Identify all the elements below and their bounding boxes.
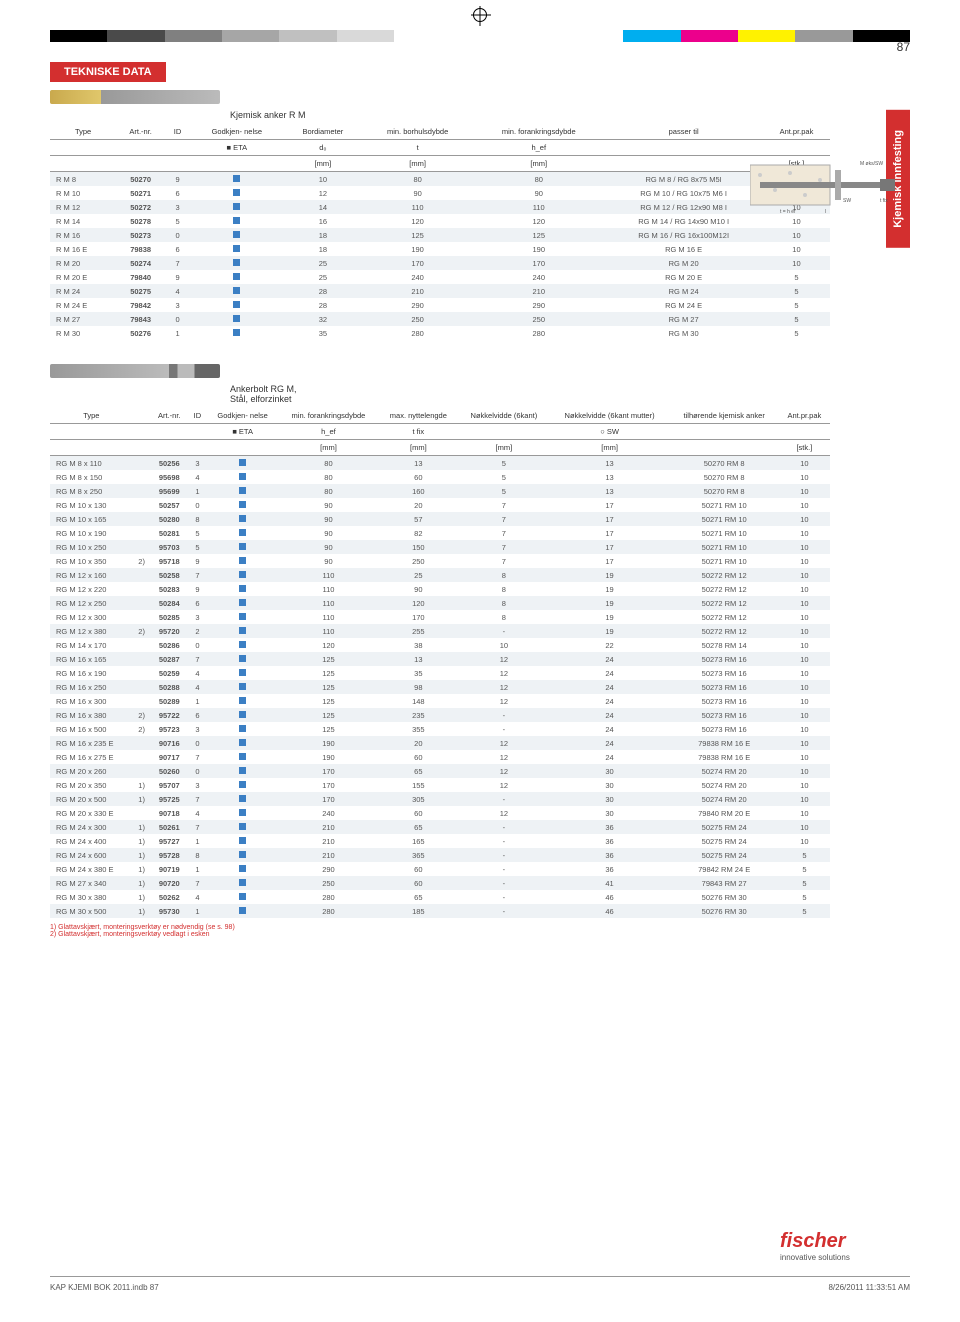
- table-row: RG M 24 x 380 E1)90719129060-3679842 RM …: [50, 862, 830, 876]
- table-row: R M 10502716129090RG M 10 / RG 10x75 M6 …: [50, 186, 830, 200]
- svg-text:l: l: [825, 209, 826, 215]
- page-number: 87: [897, 40, 910, 54]
- table-row: RG M 16 x 16550287712513122450273 RM 161…: [50, 652, 830, 666]
- registration-mark: [473, 8, 487, 22]
- table-row: RG M 16 x 275 E90717719060122479838 RM 1…: [50, 750, 830, 764]
- table-row: RG M 30 x 3801)50262428065-4650276 RM 30…: [50, 890, 830, 904]
- table1-units-row: [mm][mm][mm][stk.]: [50, 156, 830, 172]
- table2-header-row: TypeArt.-nr.IDGodkjen- nelsemin. forankr…: [50, 408, 830, 424]
- table-row: R M 1650273018125125RG M 16 / RG 16x100M…: [50, 228, 830, 242]
- table-row: RG M 8 x 2509569918016051350270 RM 810: [50, 484, 830, 498]
- table-row: R M 2779843032250250RG M 275: [50, 312, 830, 326]
- table-row: R M 1250272314110110RG M 12 / RG 12x90 M…: [50, 200, 830, 214]
- table-row: RG M 16 x 25050288412598122450273 RM 161…: [50, 680, 830, 694]
- table-row: R M 1450278516120120RG M 14 / RG 14x90 M…: [50, 214, 830, 228]
- table-row: RG M 16 x 19050259412535122450273 RM 161…: [50, 666, 830, 680]
- table-row: RG M 16 x 235 E90716019020122479838 RM 1…: [50, 736, 830, 750]
- table-row: R M 16 E79838618190190RG M 16 E10: [50, 242, 830, 256]
- table-row: RG M 12 x 30050285311017081950272 RM 121…: [50, 610, 830, 624]
- table-2: Ankerbolt RG M, Stål, elforzinket TypeAr…: [50, 364, 910, 938]
- table1-subtitle: Kjemisk anker R M: [230, 110, 910, 120]
- table-row: RG M 16 x 3802)957226125235-2450273 RM 1…: [50, 708, 830, 722]
- table-row: R M 2050274725170170RG M 2010: [50, 256, 830, 270]
- table-row: R M 24 E79842328290290RG M 24 E5: [50, 298, 830, 312]
- table-row: RG M 24 x 4001)957271210165-3650275 RM 2…: [50, 834, 830, 848]
- table-row: RG M 30 x 5001)957301280185-4650276 RM 3…: [50, 904, 830, 918]
- table-row: RG M 14 x 17050286012038102250278 RM 141…: [50, 638, 830, 652]
- table-row: R M 2450275428210210RG M 245: [50, 284, 830, 298]
- table-row: RG M 10 x 3502)9571899025071750271 RM 10…: [50, 554, 830, 568]
- svg-text:SW: SW: [843, 198, 851, 204]
- anchor-diagram: M øks/SW t fix l t = h ef SW: [750, 155, 900, 215]
- table-row: RG M 16 x 300502891125148122450273 RM 16…: [50, 694, 830, 708]
- table-row: RG M 10 x 130502570902071750271 RM 1010: [50, 498, 830, 512]
- table-row: RG M 10 x 2509570359015071750271 RM 1010: [50, 540, 830, 554]
- table-row: RG M 20 x 26050260017065123050274 RM 201…: [50, 764, 830, 778]
- table-row: RG M 12 x 2205028391109081950272 RM 1210: [50, 582, 830, 596]
- footnotes: 1) Glattavskjært, monteringsverktøy er n…: [50, 924, 910, 938]
- table-row: RG M 20 x 330 E90718424060123079840 RM 2…: [50, 806, 830, 820]
- table-row: R M 20 E79840925240240RG M 20 E5: [50, 270, 830, 284]
- product-image-2: [50, 364, 220, 378]
- table-row: RG M 20 x 5001)957257170305-3050274 RM 2…: [50, 792, 830, 806]
- table-row: RG M 8 x 110502563801351350270 RM 810: [50, 456, 830, 471]
- table2-sub-row: ■ ETAh_eft fix○ SW: [50, 424, 830, 440]
- table1-sub-row: ■ ETAd₀th_ef: [50, 140, 830, 156]
- table1-header-row: TypeArt.-nr.IDGodkjen- nelseBordiameterm…: [50, 124, 830, 140]
- product-image-1: [50, 90, 220, 104]
- table-row: RG M 27 x 3401)90720725060-4179843 RM 27…: [50, 876, 830, 890]
- svg-text:t fix: t fix: [880, 198, 888, 204]
- table-row: R M 8502709108080RG M 8 / RG 8x75 M5I10: [50, 172, 830, 187]
- brand-logo: fischer innovative solutions: [780, 1230, 910, 1262]
- table-row: RG M 24 x 3001)50261721065-3650275 RM 24…: [50, 820, 830, 834]
- section-title: TEKNISKE DATA: [50, 62, 166, 82]
- svg-text:M øks/SW: M øks/SW: [860, 161, 883, 167]
- table2-units-row: [mm][mm][mm][mm][stk.]: [50, 440, 830, 456]
- table-row: RG M 16 x 5002)957233125355-2450273 RM 1…: [50, 722, 830, 736]
- table2-subtitle: Ankerbolt RG M, Stål, elforzinket: [230, 384, 910, 404]
- table-row: RG M 12 x 1605025871102581950272 RM 1210: [50, 568, 830, 582]
- table-row: RG M 10 x 165502808905771750271 RM 1010: [50, 512, 830, 526]
- table-row: RG M 20 x 3501)957073170155123050274 RM …: [50, 778, 830, 792]
- table-row: RG M 12 x 25050284611012081950272 RM 121…: [50, 596, 830, 610]
- table-row: RG M 10 x 190502815908271750271 RM 1010: [50, 526, 830, 540]
- table-row: RG M 12 x 3802)957202110255-1950272 RM 1…: [50, 624, 830, 638]
- table-row: RG M 8 x 150956984806051350270 RM 810: [50, 470, 830, 484]
- table-row: R M 3050276135280280RG M 305: [50, 326, 830, 340]
- svg-text:t = h ef: t = h ef: [780, 209, 796, 215]
- table-row: RG M 24 x 6001)957288210365-3650275 RM 2…: [50, 848, 830, 862]
- footer: KAP KJEMI BOK 2011.indb 87 8/26/2011 11:…: [50, 1276, 910, 1292]
